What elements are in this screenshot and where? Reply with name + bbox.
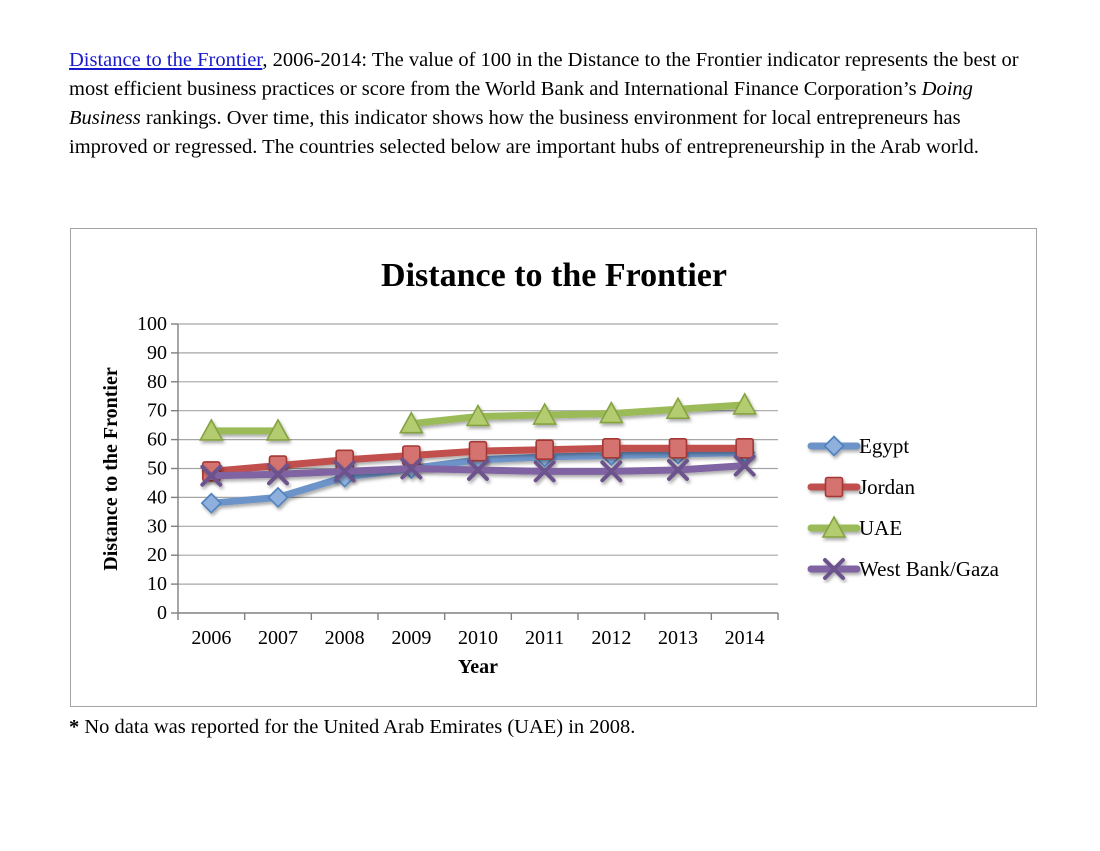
series-west-bank-gaza [200, 454, 756, 487]
y-tick-label: 0 [157, 602, 167, 624]
x-tick-label: 2009 [391, 627, 431, 649]
footnote-marker: * [69, 716, 80, 738]
x-tick-label: 2013 [658, 627, 698, 649]
marker-egypt-2006 [200, 492, 222, 514]
marker-west-bank-gaza-2008 [333, 460, 356, 483]
intro-text-after-link: , 2006-2014: The value of 100 in the Dis… [69, 49, 1019, 100]
legend-item-uae [807, 515, 861, 538]
chart-title: Distance to the Frontier [381, 257, 727, 294]
legend-label-jordan: Jordan [859, 475, 915, 499]
y-tick-labels: 0 10 20 30 40 50 60 70 80 90 100 [137, 313, 167, 624]
y-tick-label: 30 [147, 515, 167, 537]
marker-jordan-2010 [468, 440, 488, 462]
marker-west-bank-gaza-2006 [200, 464, 223, 487]
marker-uae-2007 [265, 418, 291, 441]
legend-label-egypt: Egypt [859, 434, 909, 458]
marker-jordan-2009 [402, 445, 421, 466]
series-jordan [202, 437, 754, 482]
y-tick-label: 80 [147, 371, 167, 393]
legend-marker-jordan [824, 476, 844, 498]
legend-marker-west-bank-gaza [823, 558, 845, 580]
marker-west-bank-gaza-2009 [400, 457, 423, 480]
marker-uae-2006 [198, 418, 224, 441]
marker-egypt-2007 [267, 486, 289, 509]
marker-west-bank-gaza-2013 [667, 458, 689, 481]
y-tick-label: 100 [137, 313, 167, 335]
footnote-text: No data was reported for the United Arab… [79, 716, 636, 738]
chart-frame: 0 10 20 30 40 50 60 70 80 90 100 2006 2007 2008 2009 20… [70, 228, 1037, 707]
legend-item-egypt [807, 435, 861, 457]
legend-label-west-bank-gaza: West Bank/Gaza [859, 557, 1000, 581]
intro-italic-text: Doing Business [69, 78, 973, 129]
x-tick-label: 2012 [591, 627, 631, 649]
marker-west-bank-gaza-2010 [467, 458, 489, 481]
x-tick-label: 2006 [191, 627, 231, 649]
x-tick-label: 2011 [525, 627, 564, 649]
legend: Egypt Jordan UAE West Bank/Gaza [807, 434, 1000, 581]
footnote: * No data was reported for the United Ar… [69, 716, 635, 739]
intro-paragraph: Distance to the Frontier, 2006-2014: The… [69, 46, 1021, 162]
y-tick-label: 10 [147, 573, 167, 595]
marker-uae-2012 [598, 400, 624, 424]
marker-uae-2011 [532, 402, 558, 425]
legend-marker-egypt [823, 435, 845, 457]
series-uae [198, 392, 758, 441]
axes [171, 323, 779, 620]
y-tick-label: 90 [147, 342, 167, 364]
marker-uae-2010 [465, 403, 491, 427]
x-tick-label: 2014 [725, 627, 765, 649]
y-tick-label: 20 [147, 544, 167, 566]
legend-marker-uae [821, 515, 847, 538]
x-tick-label: 2010 [458, 627, 498, 649]
legend-label-uae: UAE [859, 516, 902, 540]
x-axis-title: Year [458, 656, 498, 678]
series-line-uae [407, 401, 749, 428]
marker-west-bank-gaza-2014 [733, 454, 756, 477]
x-tick-label: 2007 [258, 627, 298, 649]
marker-west-bank-gaza-2007 [267, 463, 289, 486]
y-tick-label: 50 [147, 458, 167, 480]
marker-west-bank-gaza-2011 [533, 460, 556, 483]
legend-item-jordan [807, 476, 861, 498]
y-tick-label: 70 [147, 400, 167, 422]
intro-text-after-italic: rankings. Over time, this indicator show… [69, 107, 979, 158]
marker-uae-2013 [665, 396, 691, 420]
marker-jordan-2013 [668, 437, 688, 459]
marker-uae-2009 [398, 411, 424, 434]
marker-uae-2014 [732, 392, 758, 415]
y-axis-title: Distance to the Frontier [100, 367, 122, 571]
x-tick-label: 2008 [325, 627, 365, 649]
y-tick-label: 60 [147, 429, 167, 451]
x-tick-labels: 2006 2007 2008 2009 2010 2011 2012 2013 2014 [191, 627, 764, 649]
marker-west-bank-gaza-2012 [600, 460, 623, 483]
marker-jordan-2012 [602, 437, 621, 459]
legend-item-west-bank-gaza [807, 558, 861, 580]
intro-link[interactable]: Distance to the Frontier [69, 49, 263, 71]
marker-jordan-2014 [735, 437, 754, 459]
y-tick-label: 40 [147, 486, 167, 508]
marker-jordan-2011 [535, 439, 554, 461]
